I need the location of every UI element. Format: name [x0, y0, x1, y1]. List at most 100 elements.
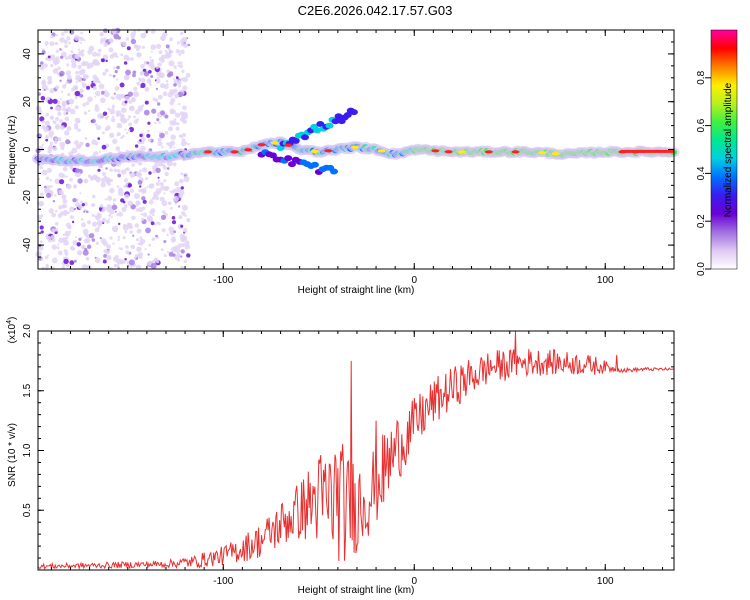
noise-point: [122, 236, 126, 240]
branch-blob: [291, 137, 300, 144]
noise-point: [50, 63, 54, 68]
noise-point: [76, 242, 82, 247]
noise-point: [163, 240, 167, 243]
noise-point: [39, 240, 43, 244]
spectrogram-x-label: Height of straight line (km): [298, 285, 415, 296]
noise-point: [55, 33, 58, 37]
noise-point: [113, 66, 116, 70]
noise-point: [44, 255, 49, 260]
noise-point: [133, 119, 139, 124]
hot-spot: [484, 150, 493, 154]
noise-point: [131, 174, 135, 178]
noise-point: [184, 141, 188, 145]
noise-point: [128, 259, 135, 266]
x-tick-label: -100: [213, 275, 233, 286]
noise-point: [81, 222, 86, 228]
noise-point: [55, 210, 58, 213]
noise-point: [98, 81, 102, 84]
hot-spot: [257, 143, 266, 147]
noise-point: [55, 116, 60, 122]
noise-point: [79, 192, 82, 195]
noise-point: [177, 84, 181, 88]
noise-point: [75, 236, 77, 239]
noise-point: [112, 74, 116, 78]
noise-point: [125, 131, 129, 135]
noise-point: [158, 121, 161, 124]
branch-blob: [284, 155, 293, 162]
noise-point: [144, 100, 149, 105]
noise-point: [162, 210, 166, 214]
noise-point: [125, 167, 129, 171]
hot-spot: [310, 149, 319, 153]
noise-point: [115, 146, 121, 152]
noise-point: [75, 70, 79, 75]
noise-point: [74, 53, 80, 60]
noise-point: [70, 50, 74, 54]
noise-point: [91, 139, 97, 145]
noise-point: [77, 178, 83, 184]
noise-point: [150, 75, 154, 79]
noise-point: [182, 227, 188, 233]
noise-point: [184, 244, 190, 250]
noise-point: [74, 184, 77, 187]
noise-point: [164, 167, 167, 170]
noise-point: [52, 68, 59, 74]
noise-point: [102, 206, 107, 211]
branch-blob: [313, 127, 322, 134]
noise-point: [108, 183, 112, 186]
noise-point: [159, 132, 165, 139]
noise-point: [108, 47, 114, 53]
noise-point: [176, 80, 182, 85]
noise-point: [65, 263, 70, 268]
noise-point: [157, 62, 162, 67]
y-tick-label: 0.5: [22, 503, 33, 517]
noise-point: [104, 68, 109, 73]
noise-point: [87, 96, 93, 103]
noise-point: [100, 177, 106, 183]
noise-point: [163, 253, 167, 258]
noise-point: [71, 150, 74, 154]
noise-point: [155, 66, 159, 69]
noise-point: [55, 85, 60, 90]
noise-point: [118, 247, 121, 250]
noise-point: [168, 251, 174, 257]
noise-point: [108, 180, 111, 183]
noise-point: [116, 213, 119, 216]
colorbar-tick-label: 0.6: [696, 118, 707, 132]
noise-point: [87, 109, 91, 113]
noise-point: [139, 185, 142, 188]
noise-point: [171, 216, 176, 220]
noise-point: [101, 217, 107, 223]
noise-point: [80, 218, 84, 221]
noise-point: [111, 106, 115, 109]
noise-point: [71, 220, 75, 224]
noise-point: [119, 118, 123, 122]
noise-point: [173, 83, 177, 87]
noise-point: [78, 237, 82, 241]
noise-point: [46, 185, 51, 189]
x-tick-label: 100: [597, 576, 614, 587]
noise-point: [184, 174, 187, 177]
noise-point: [137, 242, 140, 245]
noise-point: [132, 70, 137, 75]
noise-point: [175, 126, 180, 131]
noise-point: [117, 124, 121, 127]
noise-point: [41, 50, 46, 55]
noise-point: [67, 93, 71, 97]
noise-point: [169, 101, 174, 106]
noise-point: [94, 123, 98, 126]
hot-spot: [204, 150, 212, 154]
noise-point: [72, 198, 77, 203]
noise-point: [45, 112, 50, 117]
noise-point: [158, 94, 163, 100]
noise-point: [102, 259, 107, 264]
noise-point: [97, 168, 101, 172]
hot-spot: [551, 152, 560, 156]
noise-point: [169, 142, 174, 147]
noise-point: [91, 203, 96, 208]
noise-point: [146, 185, 149, 188]
noise-point: [44, 41, 49, 46]
noise-point: [69, 166, 74, 170]
noise-point: [59, 48, 62, 51]
noise-point: [185, 72, 191, 78]
